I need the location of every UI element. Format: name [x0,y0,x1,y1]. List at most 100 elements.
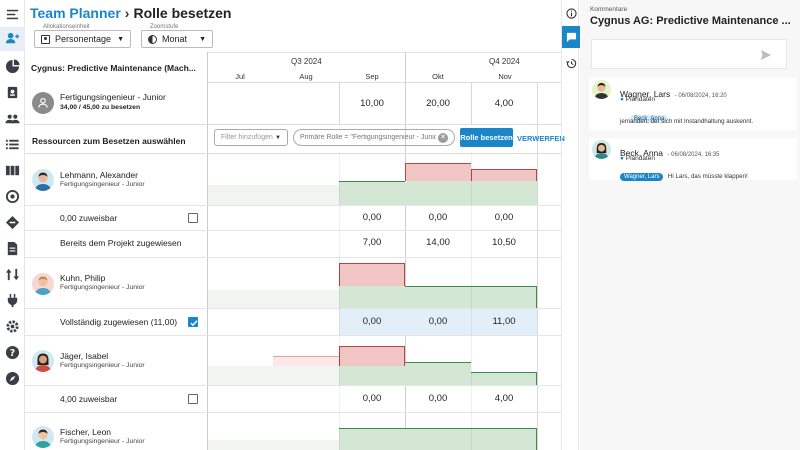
diamond-icon[interactable] [5,215,20,230]
history-icon[interactable] [562,52,580,74]
list-icon[interactable] [5,137,20,152]
send-icon [761,50,771,60]
comment-status: Plandaten [625,155,656,162]
zoom-dropdown[interactable]: Monat ▼ [141,30,213,48]
comments-panel: Kommentare Cygnus AG: Predictive Mainten… [580,0,800,450]
mention-tag[interactable]: Beck, Anna [630,115,669,123]
group-icon[interactable] [5,111,20,126]
allocation-value-oct[interactable]: 0,00 [428,212,448,223]
capacity-bar [208,440,339,450]
resource-name: Lehmann, Alexander [60,170,138,180]
mention-tag[interactable]: Wagner, Lars [620,173,664,181]
avatar [32,273,54,295]
allocation-value-sep[interactable]: 0,00 [362,212,382,223]
comment-author[interactable]: Wagner, Lars [620,89,671,99]
page-header: Team Planner › Rolle besetzen [30,5,231,21]
capacity-bar-sep [339,428,405,450]
discard-button[interactable]: VERWERFEN [517,134,565,143]
overbooked-bar-sep [339,346,405,366]
allocation-value-sep[interactable]: 0,00 [362,316,382,327]
capacity-bar [208,290,339,308]
comment-author[interactable]: Beck, Anna [620,148,664,158]
project-value-sep[interactable]: 10,00 [360,98,384,109]
menu-icon[interactable] [5,7,20,22]
month-label: Okt [432,72,444,81]
assigned-value-sep: 7,00 [362,237,382,248]
avatar [592,140,611,159]
select-checkbox[interactable] [188,213,198,223]
filter-dropdown[interactable]: Filter hinzufügen ▼ [214,129,288,146]
timeline-header: Q3 2024 Q4 2024 Jul Aug Sep Okt Nov [207,52,561,83]
already-assigned-label: Bereits dem Projekt zugewiesen [60,238,182,248]
month-label: Nov [498,72,512,81]
side-panel-tabs [561,0,580,450]
person-icon [38,97,48,108]
resource-name: Kuhn, Philip [60,273,106,283]
resource-role: Fertigungsingenieur - Junior [60,438,145,445]
comment-date: - 06/08/2024, 16:35 [667,152,720,158]
allocation-value-oct[interactable]: 0,00 [428,393,448,404]
project-summary: 34,00 / 45,00 zu besetzen [60,104,141,111]
badge-icon[interactable] [5,85,20,100]
comment-card: Wagner, Lars - 06/08/2024, 16:20 ● Pland… [589,78,797,130]
columns-icon[interactable] [5,163,20,178]
assigned-value-oct: 14,00 [426,237,450,248]
assignable-status: 4,00 zuweisbar [60,394,118,404]
help-icon[interactable]: ? [5,345,20,360]
app-title-link[interactable]: Team Planner [30,5,121,21]
caret-down-icon: ▼ [275,134,281,141]
capacity-bar-oct [405,286,471,308]
project-value-oct[interactable]: 20,00 [426,98,450,109]
allocation-value-nov[interactable]: 4,00 [494,393,514,404]
resources-title: Ressourcen zum Besetzen auswählen [32,136,186,146]
assign-role-button[interactable]: Rolle besetzen [460,128,513,147]
settings-icon[interactable] [5,319,20,334]
comment-input[interactable] [591,39,787,69]
allocation-value-oct[interactable]: 0,00 [428,316,448,327]
target-icon[interactable] [5,189,20,204]
caret-down-icon: ▼ [117,35,124,43]
comment-text: Hi Lars, das müsste klappen! [667,173,748,180]
pie-chart-icon[interactable] [5,59,20,74]
compass-icon[interactable] [5,371,20,386]
sort-icon[interactable] [5,267,20,282]
breadcrumb-chevron-icon: › [124,5,130,21]
capacity-bar [208,185,339,205]
status-dot-icon: ● [620,155,624,162]
document-icon[interactable] [5,241,20,256]
selected-allocation-band [339,309,537,335]
resource-name: Jäger, Isabel [60,351,109,361]
allocation-dropdown[interactable]: Personentage ▼ [34,30,131,48]
person-card-icon [41,34,50,44]
comments-icon[interactable] [562,26,580,48]
svg-text:?: ? [10,348,15,359]
project-value-nov[interactable]: 4,00 [494,98,514,109]
comments-header-label: Kommentare [590,6,628,13]
resource-role: Fertigungsingenieur - Junior [60,284,145,291]
allocation-value-nov[interactable]: 0,00 [494,212,514,223]
status-dot-icon: ● [620,96,624,103]
project-name: Cygnus: Predictive Maintenance (Mach... [31,63,196,73]
primary-role-chip[interactable]: Primäre Rolle = "Fertigungsingenieur - J… [293,129,455,146]
plug-icon[interactable] [5,293,20,308]
quarter-label: Q4 2024 [489,57,520,66]
overbooked-bar-aug [273,356,339,366]
avatar [32,426,54,448]
team-planner-icon[interactable] [0,27,25,51]
assignable-status: 0,00 zuweisbar [60,213,118,223]
select-checkbox[interactable] [188,394,198,404]
assignable-status: Vollständig zugewiesen (11,00) [60,317,178,327]
month-label: Aug [299,72,313,81]
info-icon[interactable] [562,2,580,24]
capacity-bar-nov [471,372,537,385]
select-checkbox[interactable] [188,317,198,327]
avatar [592,80,611,99]
resource-role: Fertigungsingenieur - Junior [60,181,145,188]
zoom-icon [148,34,157,44]
allocation-value-sep[interactable]: 0,00 [362,393,382,404]
clear-chip-icon[interactable]: ✕ [438,132,448,143]
allocation-value-nov[interactable]: 11,00 [492,316,516,327]
zoom-label: Zoomstufe [150,24,179,30]
capacity-bar-sep [339,366,405,385]
